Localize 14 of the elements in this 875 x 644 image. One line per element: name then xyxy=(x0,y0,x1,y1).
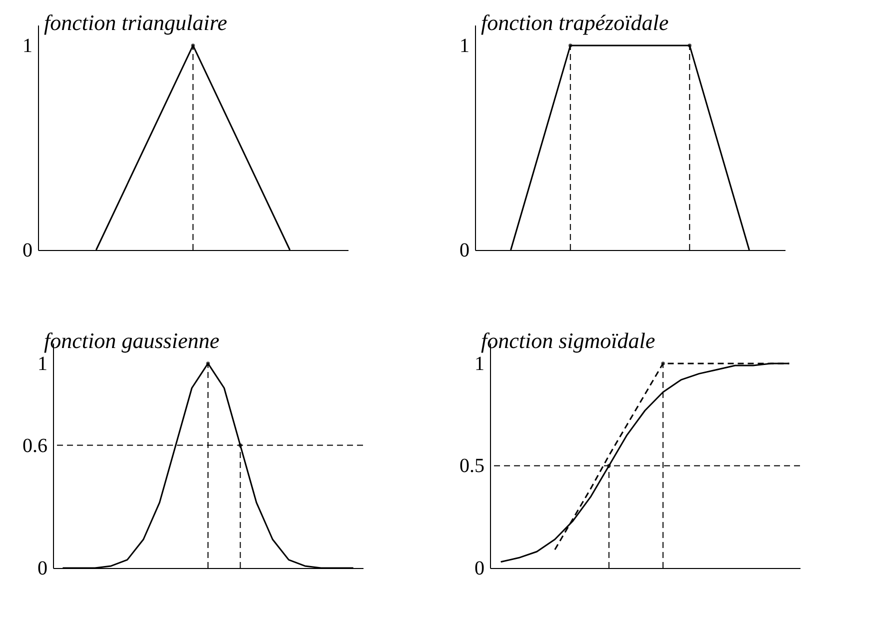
y-tick-label: 0.5 xyxy=(460,455,484,478)
y-tick-label: 0 xyxy=(460,240,470,262)
y-tick-label: 0 xyxy=(474,558,484,580)
y-tick-label: 1 xyxy=(460,34,470,57)
y-tick-label: 0 xyxy=(22,240,32,262)
y-tick-label: 0.6 xyxy=(22,434,48,457)
chart-title: fonction trapézoïdale xyxy=(481,10,669,35)
chart-title: fonction gaussienne xyxy=(44,328,220,353)
y-tick-label: 1 xyxy=(38,352,48,375)
y-tick-label: 1 xyxy=(474,352,484,375)
chart-title: fonction triangulaire xyxy=(44,10,228,35)
y-tick-label: 1 xyxy=(22,34,32,57)
chart-title: fonction sigmoïdale xyxy=(481,328,656,353)
y-tick-label: 0 xyxy=(38,558,48,580)
